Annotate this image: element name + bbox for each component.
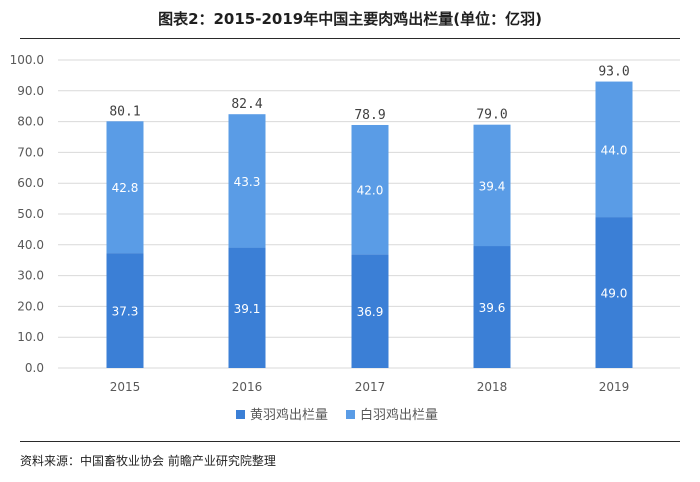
bar-white-feather	[351, 124, 389, 255]
y-tick-label: 20.0	[17, 299, 44, 313]
data-label-white-feather: 43.3	[234, 175, 261, 189]
bar-yellow-feather	[106, 253, 144, 368]
y-tick-label: 100.0	[10, 53, 44, 67]
x-tick-label: 2019	[599, 380, 630, 394]
legend-label-white-feather: 白羽鸡出栏量	[360, 407, 438, 423]
x-tick-label: 2015	[110, 380, 141, 394]
data-label-white-feather: 42.0	[357, 184, 384, 198]
bar-white-feather	[228, 114, 266, 248]
y-tick-label: 70.0	[17, 145, 44, 159]
stacked-bar-chart: 0.0 10.0 20.0 30.0 40.0 50.0 60.0 70.0 80.0 90.0 1…	[10, 53, 680, 423]
data-label-total: 82.4	[231, 97, 262, 112]
source-note: 资料来源：中国畜牧业协会 前瞻产业研究院整理	[20, 454, 276, 468]
data-label-yellow-feather: 49.0	[601, 287, 628, 301]
data-label-yellow-feather: 37.3	[112, 305, 139, 319]
y-tick-label: 30.0	[17, 269, 44, 283]
x-tick-label: 2016	[232, 380, 263, 394]
top-rule	[20, 38, 680, 39]
x-tick-label: 2017	[355, 380, 386, 394]
x-tick-label: 2018	[477, 380, 508, 394]
data-label-total: 79.0	[476, 108, 507, 123]
bar-white-feather	[473, 124, 511, 247]
bar-white-feather	[595, 81, 633, 218]
bar-yellow-feather	[228, 247, 266, 368]
y-tick-label: 50.0	[17, 207, 44, 221]
data-label-white-feather: 42.8	[112, 181, 139, 195]
data-label-total: 78.9	[354, 108, 385, 123]
data-label-yellow-feather: 36.9	[357, 305, 384, 319]
bar-white-feather	[106, 121, 144, 254]
y-tick-label: 60.0	[17, 176, 44, 190]
legend-swatch-white-feather	[346, 410, 355, 419]
data-label-total: 93.0	[598, 65, 629, 80]
y-tick-label: 90.0	[17, 84, 44, 98]
y-tick-label: 10.0	[17, 330, 44, 344]
data-label-white-feather: 39.4	[479, 179, 506, 193]
y-tick-label: 0.0	[25, 361, 44, 375]
data-label-total: 80.1	[109, 104, 140, 119]
legend-label-yellow-feather: 黄羽鸡出栏量	[250, 407, 328, 423]
data-label-yellow-feather: 39.1	[234, 302, 261, 316]
y-tick-label: 80.0	[17, 115, 44, 129]
legend-swatch-yellow-feather	[236, 410, 245, 419]
data-label-white-feather: 44.0	[601, 143, 628, 157]
bar-yellow-feather	[473, 246, 511, 368]
chart-title: 图表2：2015-2019年中国主要肉鸡出栏量(单位：亿羽)	[158, 10, 542, 28]
bar-yellow-feather	[351, 254, 389, 368]
bar-yellow-feather	[595, 217, 633, 368]
data-label-yellow-feather: 39.6	[479, 301, 506, 315]
y-tick-label: 40.0	[17, 238, 44, 252]
bottom-rule	[20, 441, 680, 442]
